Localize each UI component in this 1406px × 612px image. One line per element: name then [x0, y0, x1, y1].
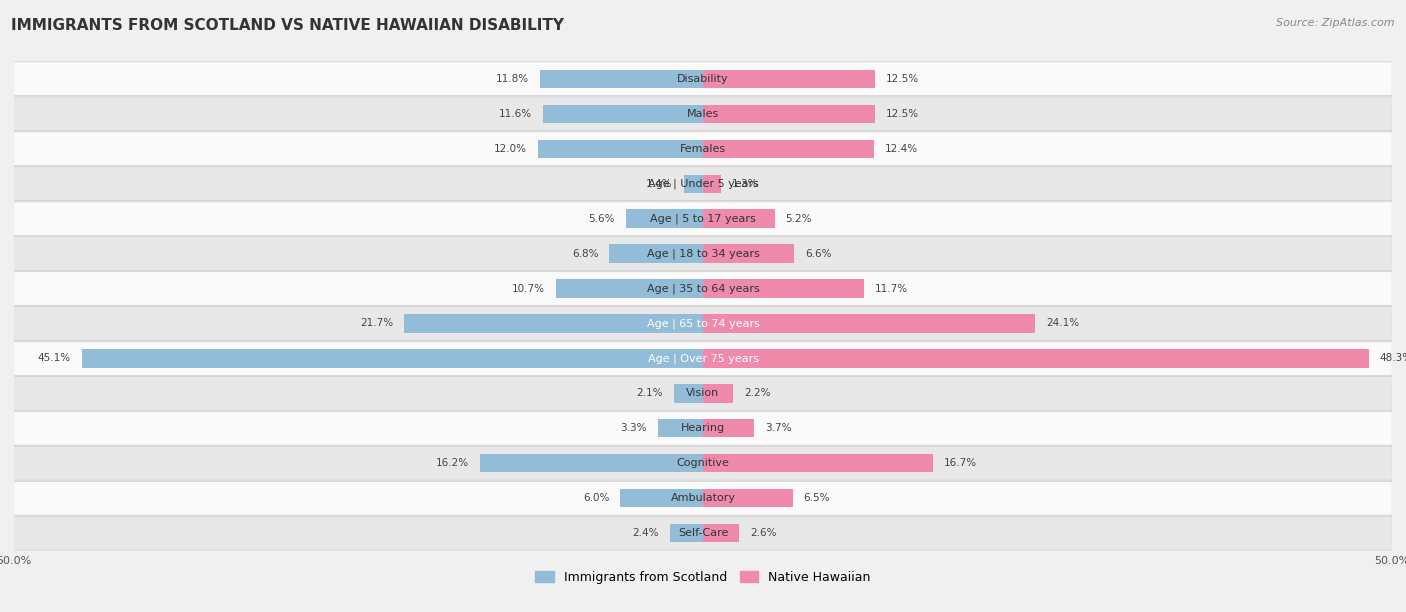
FancyBboxPatch shape	[14, 341, 1392, 375]
Bar	[703, 349, 1368, 368]
Bar	[555, 280, 703, 297]
Text: Males: Males	[688, 109, 718, 119]
Text: Hearing: Hearing	[681, 424, 725, 433]
Bar	[609, 244, 703, 263]
Text: 5.6%: 5.6%	[588, 214, 614, 223]
Text: 3.3%: 3.3%	[620, 424, 647, 433]
Text: 2.1%: 2.1%	[637, 389, 664, 398]
Text: 1.3%: 1.3%	[733, 179, 758, 188]
Bar	[703, 489, 793, 507]
Text: 6.0%: 6.0%	[583, 493, 609, 503]
FancyBboxPatch shape	[14, 447, 1392, 480]
Text: Age | 18 to 34 years: Age | 18 to 34 years	[647, 248, 759, 259]
Bar	[703, 209, 775, 228]
FancyBboxPatch shape	[14, 97, 1392, 130]
Bar	[703, 244, 794, 263]
Bar	[479, 454, 703, 472]
Bar	[620, 489, 703, 507]
Text: Age | Under 5 years: Age | Under 5 years	[648, 178, 758, 189]
Bar	[703, 315, 1035, 332]
Bar	[703, 174, 721, 193]
Bar	[82, 349, 703, 368]
FancyBboxPatch shape	[14, 517, 1392, 550]
Text: 11.6%: 11.6%	[499, 109, 531, 119]
Text: Source: ZipAtlas.com: Source: ZipAtlas.com	[1277, 18, 1395, 28]
Bar	[673, 384, 703, 403]
Text: Ambulatory: Ambulatory	[671, 493, 735, 503]
Text: 10.7%: 10.7%	[512, 283, 544, 294]
Text: 12.5%: 12.5%	[886, 73, 920, 84]
Bar	[404, 315, 703, 332]
Bar	[703, 280, 865, 297]
Bar	[537, 140, 703, 158]
Text: Vision: Vision	[686, 389, 720, 398]
Bar	[658, 419, 703, 438]
Text: 2.4%: 2.4%	[633, 528, 659, 539]
Text: 2.6%: 2.6%	[749, 528, 776, 539]
Text: 48.3%: 48.3%	[1379, 354, 1406, 364]
Text: 45.1%: 45.1%	[38, 354, 70, 364]
Text: Self-Care: Self-Care	[678, 528, 728, 539]
Text: 3.7%: 3.7%	[765, 424, 792, 433]
Text: Age | Over 75 years: Age | Over 75 years	[648, 353, 758, 364]
Text: 6.8%: 6.8%	[572, 248, 599, 258]
Text: Disability: Disability	[678, 73, 728, 84]
Bar	[543, 105, 703, 123]
FancyBboxPatch shape	[14, 237, 1392, 271]
FancyBboxPatch shape	[14, 376, 1392, 410]
FancyBboxPatch shape	[14, 482, 1392, 515]
Legend: Immigrants from Scotland, Native Hawaiian: Immigrants from Scotland, Native Hawaiia…	[530, 565, 876, 589]
Bar	[703, 419, 754, 438]
Bar	[703, 454, 934, 472]
Bar	[703, 105, 875, 123]
Text: 11.7%: 11.7%	[875, 283, 908, 294]
Bar	[703, 140, 875, 158]
Text: Cognitive: Cognitive	[676, 458, 730, 468]
Text: 12.4%: 12.4%	[884, 144, 918, 154]
Text: 21.7%: 21.7%	[360, 318, 392, 329]
Bar	[669, 524, 703, 542]
FancyBboxPatch shape	[14, 132, 1392, 165]
Text: 6.5%: 6.5%	[804, 493, 830, 503]
Text: Age | 5 to 17 years: Age | 5 to 17 years	[650, 214, 756, 224]
FancyBboxPatch shape	[14, 272, 1392, 305]
Text: IMMIGRANTS FROM SCOTLAND VS NATIVE HAWAIIAN DISABILITY: IMMIGRANTS FROM SCOTLAND VS NATIVE HAWAI…	[11, 18, 564, 34]
Bar	[703, 384, 734, 403]
Bar	[626, 209, 703, 228]
FancyBboxPatch shape	[14, 412, 1392, 445]
Bar	[703, 70, 875, 88]
Text: 11.8%: 11.8%	[496, 73, 530, 84]
Bar	[540, 70, 703, 88]
Text: 12.0%: 12.0%	[494, 144, 527, 154]
Text: 1.4%: 1.4%	[647, 179, 672, 188]
Text: 16.2%: 16.2%	[436, 458, 468, 468]
Text: 2.2%: 2.2%	[744, 389, 770, 398]
FancyBboxPatch shape	[14, 167, 1392, 200]
Text: Age | 65 to 74 years: Age | 65 to 74 years	[647, 318, 759, 329]
Text: 5.2%: 5.2%	[786, 214, 813, 223]
Text: Females: Females	[681, 144, 725, 154]
Text: 6.6%: 6.6%	[806, 248, 831, 258]
FancyBboxPatch shape	[14, 62, 1392, 95]
Text: 24.1%: 24.1%	[1046, 318, 1080, 329]
Text: Age | 35 to 64 years: Age | 35 to 64 years	[647, 283, 759, 294]
Text: 12.5%: 12.5%	[886, 109, 920, 119]
Text: 16.7%: 16.7%	[945, 458, 977, 468]
FancyBboxPatch shape	[14, 202, 1392, 236]
Bar	[703, 524, 738, 542]
Bar	[683, 174, 703, 193]
FancyBboxPatch shape	[14, 307, 1392, 340]
